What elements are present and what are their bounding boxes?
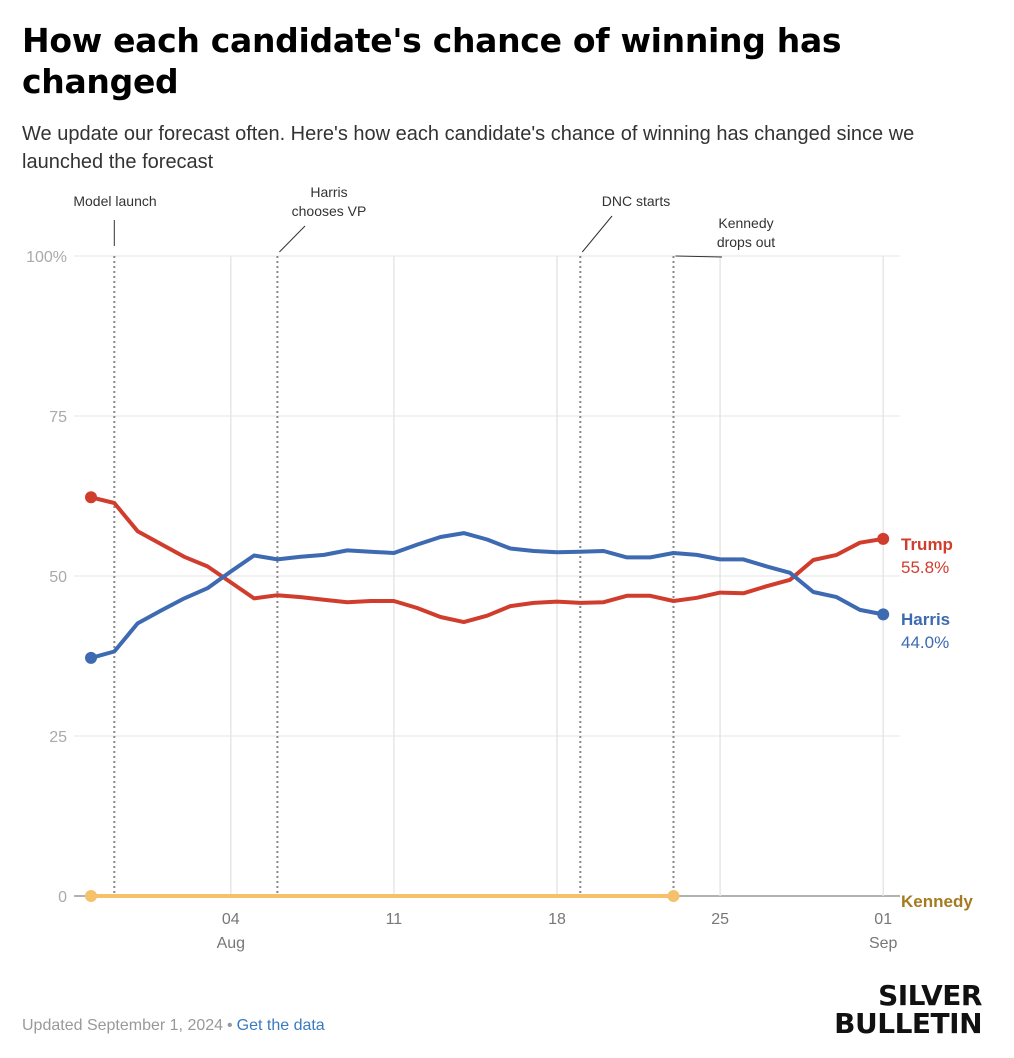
series-value-label: 55.8% [901, 558, 949, 577]
series-start-dot [85, 890, 97, 902]
series-layer [85, 491, 890, 902]
event-label: Harris [310, 184, 347, 200]
y-tick-label: 0 [58, 889, 67, 906]
event-leader [581, 215, 613, 253]
event-label: chooses VP [292, 203, 367, 219]
updated-text: Updated September 1, 2024 [22, 1017, 224, 1034]
series-line-harris [89, 531, 886, 660]
y-tick-label: 75 [49, 409, 67, 426]
event-label: Model launch [73, 193, 156, 209]
separator-dot: • [227, 1017, 233, 1034]
chart-title: How each candidate's chance of winning h… [22, 21, 842, 101]
x-tick-sublabel: Aug [217, 935, 245, 952]
chart-footer: Updated September 1, 2024 • Get the data [22, 1017, 325, 1035]
x-tick-sublabel: Sep [869, 935, 898, 952]
series-line-trump [89, 495, 886, 625]
series-name-label: Kennedy [901, 892, 973, 911]
logo-line-1: SILVER [878, 979, 982, 1012]
event-leader [279, 225, 306, 253]
x-tick-label: 01 [874, 911, 892, 928]
label-layer: Trump 55.8% Harris 44.0% Kennedy [901, 535, 973, 911]
series-end-dot [877, 532, 890, 545]
line-chart: 100% 75 50 25 0 04 Aug 11 18 25 01 Sep Model launch… [26, 184, 973, 952]
series-name-label: Trump [901, 535, 953, 554]
event-label: DNC starts [602, 193, 670, 209]
series-name-label: Harris [901, 610, 950, 629]
series-end-dot [667, 890, 680, 902]
series-end-dot [877, 608, 890, 621]
y-tick-label: 100% [26, 249, 67, 266]
y-tick-label: 50 [49, 569, 67, 586]
series-start-dot [85, 491, 97, 504]
event-leader [675, 255, 723, 258]
y-tick-label: 25 [49, 729, 67, 746]
grid-layer: 100% 75 50 25 0 04 Aug 11 18 25 01 Sep [26, 249, 900, 952]
x-tick-label: 25 [711, 911, 729, 928]
series-start-dot [85, 651, 97, 664]
series-value-label: 44.0% [901, 633, 949, 652]
silver-bulletin-logo: SILVER BULLETIN [834, 982, 982, 1038]
chart-subtitle: We update our forecast often. Here's how… [22, 123, 915, 173]
annotation-layer: Model launch Harris chooses VP DNC starts Ke… [73, 184, 775, 896]
x-tick-label: 11 [386, 911, 403, 928]
event-label: drops out [717, 234, 775, 250]
x-tick-label: 18 [548, 911, 566, 928]
event-label: Kennedy [718, 215, 773, 231]
x-tick-label: 04 [222, 911, 240, 928]
logo-line-2: BULLETIN [834, 1007, 982, 1040]
get-data-link[interactable]: Get the data [236, 1017, 325, 1034]
